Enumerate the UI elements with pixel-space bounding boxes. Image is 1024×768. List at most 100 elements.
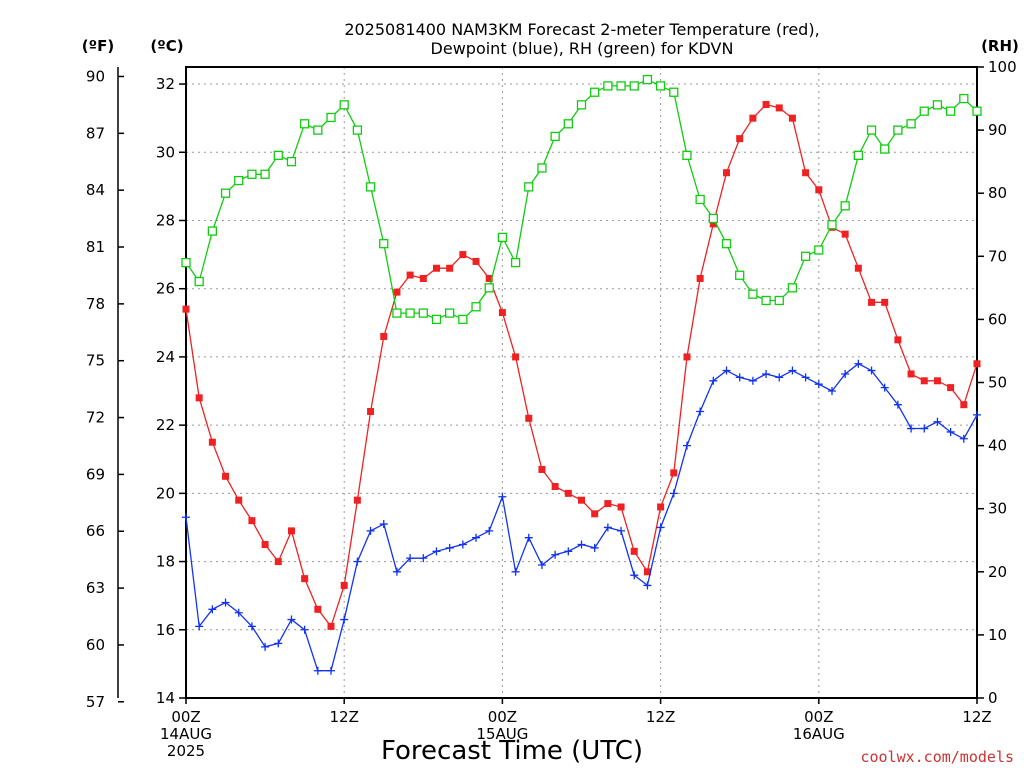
rh-point [247,169,257,179]
dewpoint-point [907,424,916,433]
celsius-unit-label: (ºC) [150,37,183,55]
dewpoint-point [775,373,784,382]
rh-tick-label: 0 [988,689,998,707]
dewpoint-point [669,489,678,498]
rh-unit-label: (RH) [981,37,1019,55]
rh-point [418,308,428,318]
temperature-point [274,558,282,566]
temperature-point [960,401,968,409]
rh-point [207,226,218,236]
dewpoint-point [208,605,217,614]
dewpoint-point [340,615,349,624]
rh-tick-label: 40 [988,437,1007,455]
rh-tick-label: 80 [988,184,1007,202]
rh-point [286,156,297,167]
grid [186,67,977,698]
celsius-tick-label: 22 [156,416,175,434]
temperature-point [287,527,295,535]
rh-point [234,175,244,186]
dewpoint-point [221,598,230,607]
temperature-point [762,101,770,109]
fahrenheit-tick-label: 81 [86,238,105,256]
dewpoint-point [814,380,823,389]
dewpoint-point [287,615,296,624]
dewpoint-point [445,543,454,552]
fahrenheit-tick-label: 66 [86,522,105,540]
dewpoint-point [406,554,415,563]
temperature-point [327,622,335,630]
rh-point [339,100,349,110]
plot-frame [185,66,978,699]
rh-point [959,93,969,104]
dewpoint-point [603,523,612,532]
rh-point [642,74,653,85]
rh-point [800,251,811,261]
rh-point [194,276,204,287]
dewpoint-point [682,441,691,450]
rh-point [655,81,666,91]
dewpoint-point [748,376,757,385]
rh-point [919,106,929,116]
dewpoint-point [959,434,968,443]
rh-tick-label: 10 [988,626,1007,644]
fahrenheit-tick-label: 60 [86,636,105,654]
dewpoint-point [854,359,863,368]
temperature-point [261,541,269,549]
dewpoint-point [867,366,876,375]
rh-point [524,182,534,192]
rh-point [313,125,323,135]
rh-point [484,283,494,293]
dewpoint-point [946,427,955,436]
rh-point [616,81,626,91]
fahrenheit-tick-label: 57 [86,693,105,711]
rh-point [721,239,732,249]
temperature-point [947,384,955,392]
rh-point [299,119,310,129]
rh-tick-label: 30 [988,500,1007,518]
rh-point [220,188,231,198]
dewpoint-point [801,373,810,382]
rh-point [497,232,508,243]
fahrenheit-unit-label: (ºF) [82,37,114,55]
rh-point [352,125,363,135]
rh-point [972,106,982,116]
rh-line [185,78,978,321]
rh-tick-label: 70 [988,247,1007,265]
rh-point [537,163,547,173]
dewpoint-point [788,366,797,375]
rh-tick-label: 60 [988,310,1007,328]
temperature-point [920,377,928,385]
dewpoint-point [498,492,507,501]
rh-point [748,289,758,299]
dewpoint-point [933,417,942,426]
x-tick-label: 12Z [646,708,675,726]
x-tick-label: 2025 [167,742,205,760]
temperature-point [604,500,612,508]
rh-tick-label: 50 [988,374,1007,392]
rh-tick-label: 100 [988,58,1017,76]
temperature-point [367,407,375,415]
fahrenheit-tick-label: 69 [86,465,105,483]
temperature-point [393,288,401,296]
temperature-point [485,274,493,282]
temperature-point [788,114,796,122]
rh-point [260,169,270,179]
temperature-point [446,264,454,272]
x-tick-label: 16AUG [793,725,845,743]
rh-point [629,81,639,91]
fahrenheit-tick-label: 72 [86,409,105,427]
dewpoint-point [234,608,243,617]
temperature-point [749,114,757,122]
x-axis-label: Forecast Time (UTC) [381,736,643,766]
rh-point [893,125,903,135]
rh-point [761,295,771,306]
temperature-point [182,305,190,313]
temperature-point [709,220,717,228]
temperature-point [340,581,348,589]
dewpoint-point [511,567,520,576]
dewpoint-point [195,622,204,631]
dewpoint-point [300,625,309,634]
rh-point [405,308,415,318]
dewpoint-point [973,410,981,419]
